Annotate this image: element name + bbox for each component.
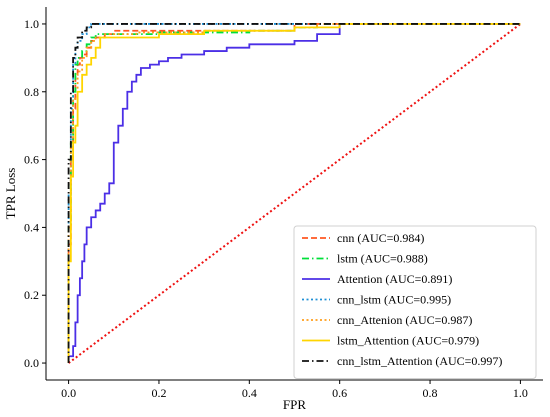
series-line-0 — [67, 23, 521, 364]
y-tick-label-2: 0.4 — [24, 220, 39, 234]
x-tick-label-3: 0.6 — [332, 386, 347, 400]
y-axis-label: TPR Loss — [3, 168, 18, 220]
y-tick-label-3: 0.6 — [24, 153, 39, 167]
series-line-6 — [67, 23, 521, 364]
y-tick-label-0: 0.0 — [24, 356, 39, 370]
x-tick-label-2: 0.4 — [242, 386, 257, 400]
x-tick-label-4: 0.8 — [423, 386, 438, 400]
y-tick-label-4: 0.8 — [24, 85, 39, 99]
series-line-1 — [67, 23, 521, 364]
series-line-2 — [67, 23, 521, 364]
legend-label-6: cnn_lstm_Attention (AUC=0.997) — [337, 354, 502, 368]
legend-label-3: cnn_lstm (AUC=0.995) — [337, 293, 451, 307]
legend-box — [293, 225, 537, 379]
x-tick-label-0: 0.0 — [61, 386, 76, 400]
legend-label-5: lstm_Attention (AUC=0.979) — [337, 334, 479, 348]
legend-label-2: Attention (AUC=0.891) — [337, 272, 452, 286]
plot-area — [67, 23, 522, 364]
legend-label-4: cnn_Attenion (AUC=0.987) — [337, 313, 472, 327]
y-tick-label-5: 1.0 — [24, 17, 39, 31]
x-tick-label-5: 1.0 — [513, 386, 528, 400]
legend: cnn (AUC=0.984) lstm (AUC=0.988) Attention… — [293, 225, 537, 379]
series-line-5 — [67, 23, 521, 364]
legend-label-1: lstm (AUC=0.988) — [337, 252, 428, 266]
legend-label-0: cnn (AUC=0.984) — [337, 231, 424, 245]
axes: 0.0 0.2 0.4 0.6 0.8 1.0 0.0 0.2 0.4 0.6 0.8 1.0 — [24, 7, 543, 400]
y-tick-label-1: 0.2 — [24, 288, 39, 302]
x-axis-label: FPR — [283, 397, 306, 412]
x-tick-label-1: 0.2 — [151, 386, 166, 400]
